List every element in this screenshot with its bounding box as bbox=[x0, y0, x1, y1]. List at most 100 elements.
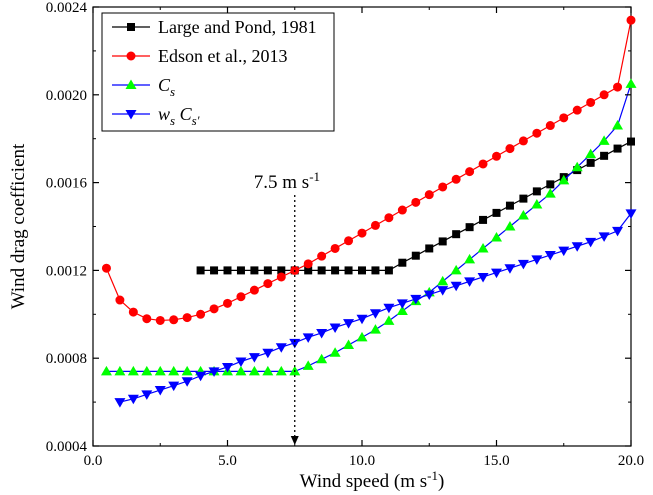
series-2-point bbox=[450, 264, 462, 275]
series-0 bbox=[196, 137, 635, 275]
series-0-point bbox=[344, 266, 353, 275]
series-3-point bbox=[235, 357, 247, 367]
series-0-point bbox=[196, 266, 205, 275]
series-3-point bbox=[625, 209, 637, 219]
series-1-point bbox=[411, 197, 421, 207]
series-3-point bbox=[168, 381, 180, 392]
series-3-point bbox=[585, 237, 597, 248]
series-2-point bbox=[168, 365, 180, 376]
series-1-point bbox=[586, 97, 596, 107]
series-0-point bbox=[317, 266, 326, 275]
series-2-point bbox=[517, 210, 529, 220]
annotation-label: 7.5 m s-1 bbox=[254, 169, 320, 193]
series-0-point bbox=[600, 151, 609, 160]
series-0-point bbox=[479, 215, 488, 224]
series-layer bbox=[100, 15, 637, 408]
series-1-point bbox=[155, 315, 165, 325]
series-0-point bbox=[546, 180, 555, 189]
series-0-point bbox=[465, 223, 474, 232]
series-2-point bbox=[544, 188, 556, 198]
series-2-point bbox=[477, 242, 489, 253]
series-1-point bbox=[532, 128, 542, 138]
series-2-point bbox=[464, 253, 476, 264]
y-tick-label: 0.0004 bbox=[46, 439, 88, 455]
series-1-point bbox=[478, 159, 488, 169]
series-0-point bbox=[384, 266, 393, 275]
series-2-point bbox=[491, 231, 502, 242]
series-1-point bbox=[370, 220, 380, 230]
series-3-point bbox=[181, 377, 193, 387]
series-3-point bbox=[598, 232, 610, 242]
series-3-point bbox=[410, 294, 422, 305]
series-1-point bbox=[518, 136, 528, 146]
y-tick-label: 0.0008 bbox=[46, 351, 87, 367]
series-1-point bbox=[223, 298, 232, 308]
series-2-point bbox=[437, 275, 449, 286]
series-3-point bbox=[504, 264, 516, 274]
series-1-point bbox=[115, 295, 125, 305]
series-2-point bbox=[571, 161, 583, 172]
series-2-point bbox=[262, 365, 274, 376]
legend-box bbox=[101, 12, 335, 132]
y-tick-label: 0.0024 bbox=[46, 0, 88, 16]
series-1-point bbox=[572, 105, 582, 115]
series-0-point bbox=[331, 266, 340, 275]
series-1-point bbox=[236, 292, 246, 302]
series-3-point bbox=[114, 398, 126, 408]
series-1-point bbox=[196, 309, 206, 319]
series-2-point bbox=[383, 315, 395, 325]
series-2-point bbox=[248, 365, 260, 376]
axes-layer: 0.0 5.0 10.0 15.0 20.0 0.0004 0.0008 0.0012 0.00… bbox=[8, 0, 644, 492]
legend-marker-2 bbox=[125, 79, 137, 89]
series-0-point bbox=[304, 266, 313, 275]
x-tick-label: 5.0 bbox=[218, 453, 237, 469]
series-1-point bbox=[209, 304, 219, 314]
series-3-point bbox=[195, 371, 207, 382]
series-0-point bbox=[411, 251, 420, 260]
series-2-point bbox=[558, 174, 570, 185]
series-1-point bbox=[505, 144, 515, 154]
legend-label-0: Large and Pond, 1981 bbox=[158, 17, 317, 37]
series-3-point bbox=[437, 286, 449, 296]
series-3-point bbox=[208, 367, 220, 377]
series-2-point bbox=[127, 365, 139, 376]
series-3-point bbox=[302, 333, 314, 343]
series-2-point bbox=[343, 339, 355, 350]
series-3-point bbox=[141, 390, 153, 400]
series-2-line bbox=[106, 83, 632, 372]
series-2-point bbox=[598, 135, 610, 145]
series-2-point bbox=[181, 365, 193, 376]
series-3-point bbox=[477, 272, 489, 283]
series-3-point bbox=[571, 242, 583, 252]
series-2-point bbox=[329, 347, 341, 357]
series-1-point bbox=[626, 15, 636, 25]
series-3-point bbox=[544, 251, 556, 261]
series-1-point bbox=[545, 121, 555, 131]
series-0-point bbox=[358, 266, 366, 275]
series-1-point bbox=[182, 313, 192, 323]
series-2-point bbox=[302, 360, 314, 370]
series-1-point bbox=[384, 213, 394, 223]
x-axis-title: Wind speed (m s-1) bbox=[300, 468, 445, 492]
series-2-point bbox=[235, 365, 247, 376]
x-tick-label: 0.0 bbox=[84, 453, 103, 469]
series-0-point bbox=[263, 266, 272, 275]
series-2-point bbox=[154, 365, 166, 376]
series-2-point bbox=[141, 365, 153, 376]
series-2-point bbox=[396, 305, 408, 316]
series-1-point bbox=[142, 314, 152, 324]
series-0-point bbox=[532, 187, 541, 196]
legend-label-3: ws Cs' bbox=[158, 104, 200, 128]
series-1-point bbox=[330, 243, 340, 253]
series-0-point bbox=[505, 201, 514, 210]
series-0-point bbox=[277, 266, 286, 275]
series-2-point bbox=[504, 221, 516, 231]
series-1-point bbox=[263, 279, 273, 289]
series-3-point bbox=[289, 338, 301, 349]
series-0-point bbox=[223, 266, 232, 275]
series-3-point bbox=[154, 386, 166, 396]
series-0-point bbox=[210, 266, 219, 275]
series-1-point bbox=[451, 174, 461, 184]
series-1-point bbox=[438, 182, 448, 192]
